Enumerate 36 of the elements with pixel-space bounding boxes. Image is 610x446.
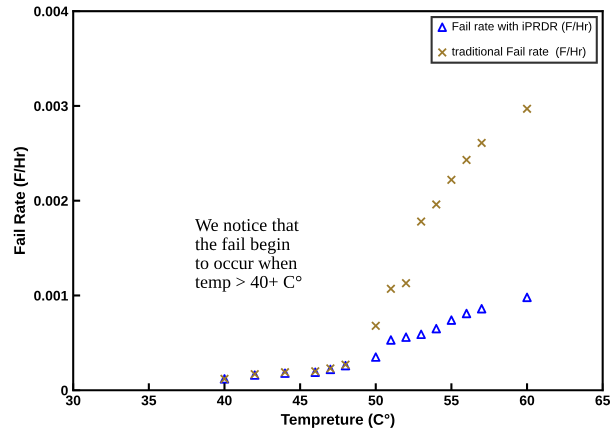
point	[416, 330, 426, 340]
annotation: We notice that the fail begin to occur when temp > 40+ C°	[194, 218, 302, 292]
y-tick-label: 0.001	[34, 290, 68, 301]
point	[462, 308, 472, 318]
y-tick-label: 0.003	[34, 101, 68, 112]
y-axis-title: Fail Rate (F/Hr)	[14, 147, 28, 254]
point	[476, 304, 486, 314]
point	[446, 175, 456, 185]
point	[432, 200, 441, 210]
x-axis-title: Tempreture (C°)	[280, 414, 394, 428]
x-tick-label: 35	[141, 395, 156, 406]
point	[446, 315, 456, 325]
point	[401, 332, 411, 342]
point	[401, 278, 411, 288]
x-tick-label: 60	[520, 395, 534, 406]
x-tick-label: 55	[444, 396, 459, 406]
x-tick-label: 50	[368, 395, 383, 406]
x-tick-label: 30	[66, 395, 80, 406]
y-tick-label: 0.002	[34, 196, 68, 206]
point	[386, 284, 396, 294]
y-tick-label: 0	[61, 386, 68, 396]
legend-label: Fail rate with iPRDR (F/Hr)	[452, 22, 592, 33]
x-tick-label: 45	[292, 396, 308, 406]
x-tick-label: 40	[216, 395, 232, 406]
point	[416, 216, 426, 226]
legend-label: traditional Fail rate (F/Hr)	[452, 46, 586, 58]
point	[462, 155, 472, 165]
point	[476, 138, 486, 148]
point	[432, 324, 441, 334]
point	[371, 321, 380, 331]
y-tick-label: 0.004	[34, 6, 68, 16]
point	[371, 352, 380, 362]
point	[386, 335, 396, 345]
point	[522, 104, 532, 114]
point	[522, 292, 532, 302]
x-tick-label: 65	[595, 395, 610, 406]
